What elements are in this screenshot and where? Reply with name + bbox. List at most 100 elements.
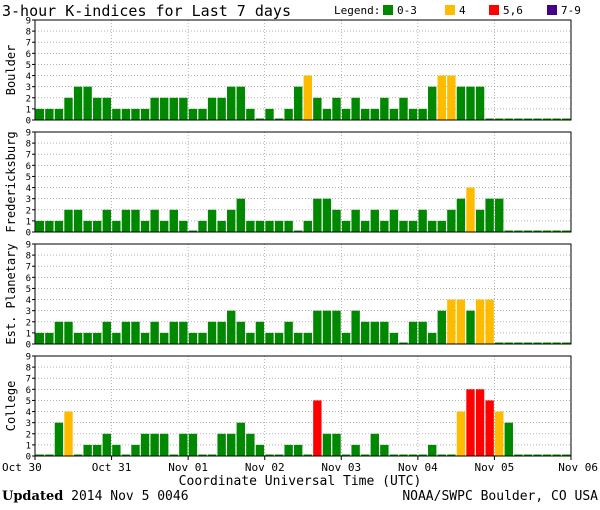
panel-frame: [34, 19, 572, 121]
bar: [341, 108, 351, 120]
y-tick-label: 6: [26, 386, 31, 396]
bar: [102, 209, 111, 232]
y-tick-label: 6: [26, 50, 31, 60]
bar: [475, 299, 485, 344]
bar: [351, 97, 360, 120]
bar: [236, 422, 245, 456]
bar: [418, 108, 427, 120]
bar: [121, 209, 131, 232]
bar: [236, 321, 245, 344]
bar: [322, 433, 332, 456]
bar: [437, 454, 446, 456]
x-tick-label: Nov 01: [168, 461, 208, 474]
y-tick-label: 0: [26, 229, 31, 239]
bar: [456, 299, 466, 344]
bar: [35, 220, 44, 232]
bar: [188, 108, 198, 120]
y-tick-label: 1: [26, 441, 31, 451]
bar: [485, 198, 494, 232]
bar: [112, 332, 121, 344]
bar: [322, 108, 332, 120]
bar: [380, 321, 389, 344]
x-tick-label: Oct 31: [92, 461, 132, 474]
panel-background: [35, 20, 571, 120]
bar: [399, 220, 408, 232]
bar: [332, 310, 341, 344]
bar: [332, 433, 341, 456]
bar: [93, 444, 102, 456]
y-tick-label: 8: [26, 140, 31, 150]
bar: [428, 444, 437, 456]
bar: [533, 342, 542, 344]
bar: [227, 209, 236, 232]
bar: [562, 118, 571, 120]
bar: [485, 400, 494, 456]
bar: [169, 97, 178, 120]
bar: [131, 108, 140, 120]
y-tick-label: 1: [26, 329, 31, 339]
bar: [370, 433, 379, 456]
bar: [54, 422, 64, 456]
bar: [188, 433, 198, 456]
bar: [140, 433, 150, 456]
bar: [351, 209, 360, 232]
bar: [140, 332, 150, 344]
panel-frame: [34, 131, 572, 233]
y-tick-label: 4: [26, 408, 31, 418]
bar: [73, 209, 83, 232]
y-tick-label: 9: [26, 353, 31, 363]
y-tick-label: 6: [26, 274, 31, 284]
bar: [102, 97, 111, 120]
bar: [313, 97, 322, 120]
bar: [495, 118, 504, 120]
bar: [504, 230, 513, 232]
bar: [102, 433, 111, 456]
bar: [542, 454, 552, 456]
bar: [552, 230, 561, 232]
y-tick-label: 4: [26, 184, 31, 194]
bar: [45, 454, 54, 456]
bar: [265, 332, 274, 344]
bar: [274, 454, 284, 456]
bar: [217, 321, 226, 344]
legend-swatch-0-3: [383, 5, 393, 15]
updated-timestamp: Updated 2014 Nov 5 0046: [2, 489, 189, 504]
bar: [121, 108, 131, 120]
bar: [418, 454, 427, 456]
bar: [332, 209, 341, 232]
bar: [294, 332, 303, 344]
y-tick-label: 6: [26, 162, 31, 172]
bar: [562, 454, 571, 456]
bar: [73, 332, 83, 344]
bar: [265, 220, 274, 232]
x-tick-label: Nov 06: [558, 461, 598, 474]
bar: [523, 342, 533, 344]
legend-label-7-9: 7-9: [561, 4, 581, 17]
bar: [322, 310, 332, 344]
bar: [64, 411, 73, 456]
bar: [514, 230, 523, 232]
bar: [121, 454, 131, 456]
legend-label-4: 4: [459, 4, 466, 17]
bar: [150, 209, 159, 232]
bar: [456, 411, 466, 456]
y-tick-label: 7: [26, 263, 31, 273]
bar: [504, 118, 513, 120]
y-tick-label: 2: [26, 318, 31, 328]
bar: [83, 444, 92, 456]
bar: [255, 118, 265, 120]
panel-frame: [34, 243, 572, 345]
y-tick-label: 5: [26, 173, 31, 183]
bar: [54, 108, 64, 120]
bar: [265, 454, 274, 456]
bar: [447, 209, 456, 232]
bar: [523, 230, 533, 232]
bar: [466, 310, 475, 344]
bar: [179, 97, 188, 120]
bar: [389, 332, 399, 344]
bar: [361, 321, 370, 344]
bar: [45, 332, 54, 344]
bar: [112, 220, 121, 232]
x-tick-label: Oct 30: [2, 461, 42, 474]
